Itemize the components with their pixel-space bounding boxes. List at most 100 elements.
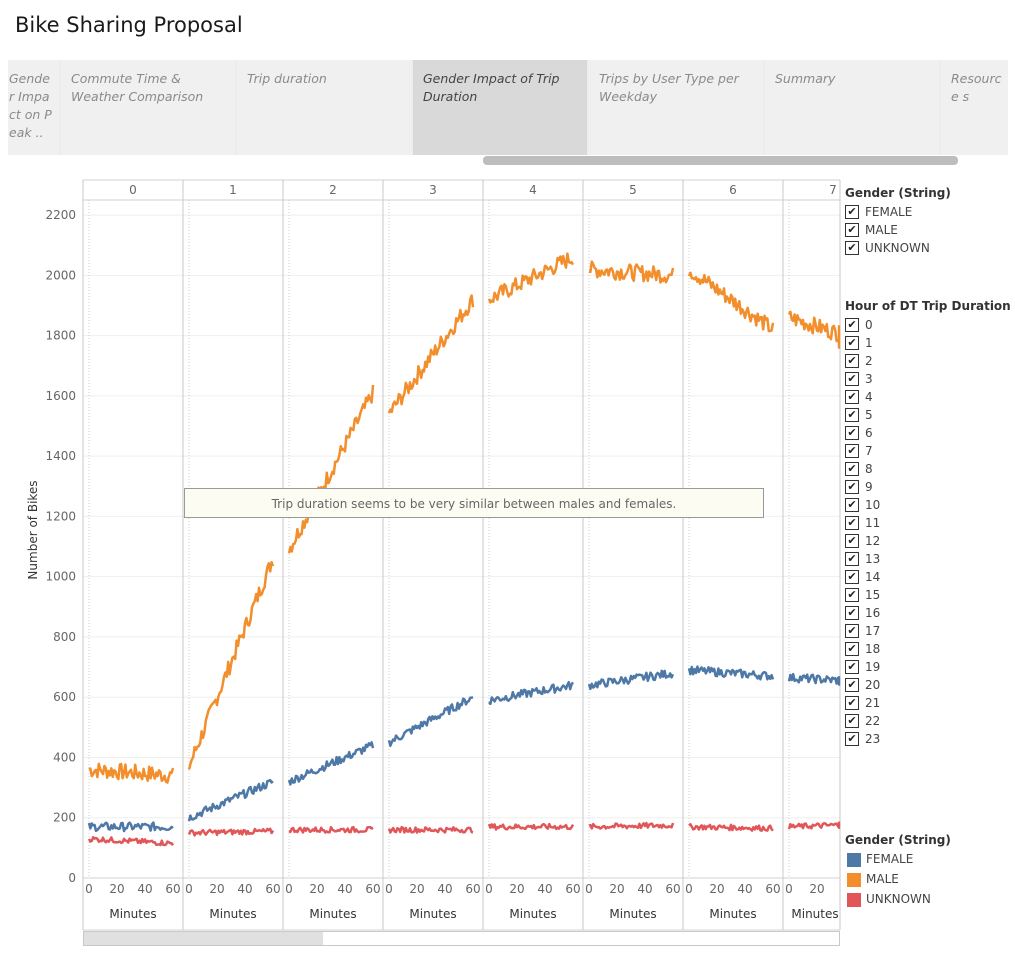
check-icon[interactable]: ✔: [845, 552, 859, 566]
y-tick-label: 2000: [45, 268, 76, 282]
check-icon[interactable]: ✔: [845, 516, 859, 530]
panel-header: 2: [329, 183, 337, 197]
filter-item-label: MALE: [865, 223, 898, 237]
series-line-female: [87, 821, 174, 833]
panel-header: 3: [429, 183, 437, 197]
color-legend-label: FEMALE: [866, 852, 914, 866]
filter-item-label: 10: [865, 498, 881, 512]
chart-annotation: Trip duration seems to be very similar b…: [184, 488, 764, 518]
check-icon[interactable]: ✔: [845, 205, 859, 219]
check-icon[interactable]: ✔: [845, 678, 859, 692]
x-tick-label: 40: [437, 882, 452, 896]
story-tab[interactable]: Resource s: [941, 60, 1008, 155]
x-tick-label: 20: [209, 882, 224, 896]
series-line-unknown: [288, 825, 374, 834]
horizontal-scrollbar-thumb[interactable]: [84, 932, 323, 945]
filter-item-label: 7: [865, 444, 873, 458]
check-icon[interactable]: ✔: [845, 354, 859, 368]
check-icon[interactable]: ✔: [845, 642, 859, 656]
filter-item-label: 16: [865, 606, 881, 620]
filter-item-label: 23: [865, 732, 881, 746]
check-icon[interactable]: ✔: [845, 372, 859, 386]
series-line-female: [488, 680, 575, 706]
series-line-unknown: [87, 836, 175, 847]
check-icon[interactable]: ✔: [845, 498, 859, 512]
check-icon[interactable]: ✔: [845, 241, 859, 255]
check-icon[interactable]: ✔: [845, 732, 859, 746]
filter-item-label: FEMALE: [865, 205, 913, 219]
story-tab[interactable]: Gende r Impa ct on Peak ..: [8, 60, 59, 155]
filter-item-label: 11: [865, 516, 881, 530]
check-icon[interactable]: ✔: [845, 480, 859, 494]
series-line-female: [687, 665, 775, 681]
check-icon[interactable]: ✔: [845, 390, 859, 404]
x-axis-title: Minutes: [309, 907, 356, 921]
series-line-female: [287, 741, 375, 786]
filter-item-label: 4: [865, 390, 873, 404]
x-tick-label: 0: [385, 882, 393, 896]
x-tick-label: 20: [809, 882, 824, 896]
story-tab-label: Trips by User Type per Weekday: [599, 71, 739, 104]
story-nav-scrollbar[interactable]: [483, 156, 958, 165]
x-axis-title: Minutes: [209, 907, 256, 921]
y-tick-label: 1600: [45, 389, 76, 403]
story-tab-label: Trip duration: [247, 71, 327, 86]
filter-item-label: 6: [865, 426, 873, 440]
check-icon[interactable]: ✔: [845, 444, 859, 458]
filter-item-label: 5: [865, 408, 873, 422]
series-line-male: [687, 271, 775, 333]
filter-item-label: 9: [865, 480, 873, 494]
check-icon[interactable]: ✔: [845, 462, 859, 476]
x-tick-label: 60: [465, 882, 480, 896]
check-icon[interactable]: ✔: [845, 570, 859, 584]
x-tick-label: 60: [565, 882, 580, 896]
check-icon[interactable]: ✔: [845, 534, 859, 548]
horizontal-scrollbar[interactable]: [83, 931, 840, 946]
story-tab[interactable]: Gender Impact of Trip Duration: [413, 60, 587, 155]
check-icon[interactable]: ✔: [845, 426, 859, 440]
story-tab-label: Gende r Impa ct on Peak ..: [9, 71, 52, 140]
color-swatch: [847, 893, 861, 907]
check-icon[interactable]: ✔: [845, 318, 859, 332]
x-tick-label: 40: [737, 882, 752, 896]
x-axis-title: Minutes: [791, 907, 838, 921]
story-tab[interactable]: Trip duration: [237, 60, 411, 155]
check-icon[interactable]: ✔: [845, 336, 859, 350]
filter-item-label: 17: [865, 624, 881, 638]
series-line-unknown: [688, 822, 774, 832]
y-tick-label: 0: [68, 871, 76, 885]
filter-item-label: 18: [865, 642, 881, 656]
check-icon[interactable]: ✔: [845, 624, 859, 638]
panel-header: 1: [229, 183, 237, 197]
x-tick-label: 20: [509, 882, 524, 896]
story-tab-label: Gender Impact of Trip Duration: [423, 71, 560, 104]
panel-header: 4: [529, 183, 537, 197]
check-icon[interactable]: ✔: [845, 660, 859, 674]
y-tick-label: 800: [53, 630, 76, 644]
color-swatch: [847, 853, 861, 867]
check-icon[interactable]: ✔: [845, 223, 859, 237]
story-tab[interactable]: Summary: [765, 60, 939, 155]
x-tick-label: 0: [585, 882, 593, 896]
check-icon[interactable]: ✔: [845, 588, 859, 602]
check-icon[interactable]: ✔: [845, 696, 859, 710]
color-legend-label: UNKNOWN: [866, 892, 931, 906]
series-line-unknown: [787, 821, 841, 830]
story-tab[interactable]: Trips by User Type per Weekday: [589, 60, 763, 155]
series-line-unknown: [487, 822, 575, 831]
series-line-male: [88, 762, 175, 784]
x-tick-label: 40: [637, 882, 652, 896]
check-icon[interactable]: ✔: [845, 606, 859, 620]
y-tick-label: 1400: [45, 449, 76, 463]
check-icon[interactable]: ✔: [845, 714, 859, 728]
check-icon[interactable]: ✔: [845, 408, 859, 422]
y-tick-label: 1800: [45, 329, 76, 343]
series-line-unknown: [588, 821, 675, 830]
x-tick-label: 0: [285, 882, 293, 896]
story-tab[interactable]: Commute Time & Weather Comparison: [61, 60, 235, 155]
y-tick-label: 2200: [45, 208, 76, 222]
y-tick-label: 1200: [45, 509, 76, 523]
y-axis-title: Number of Bikes: [26, 480, 40, 579]
x-tick-label: 20: [109, 882, 124, 896]
